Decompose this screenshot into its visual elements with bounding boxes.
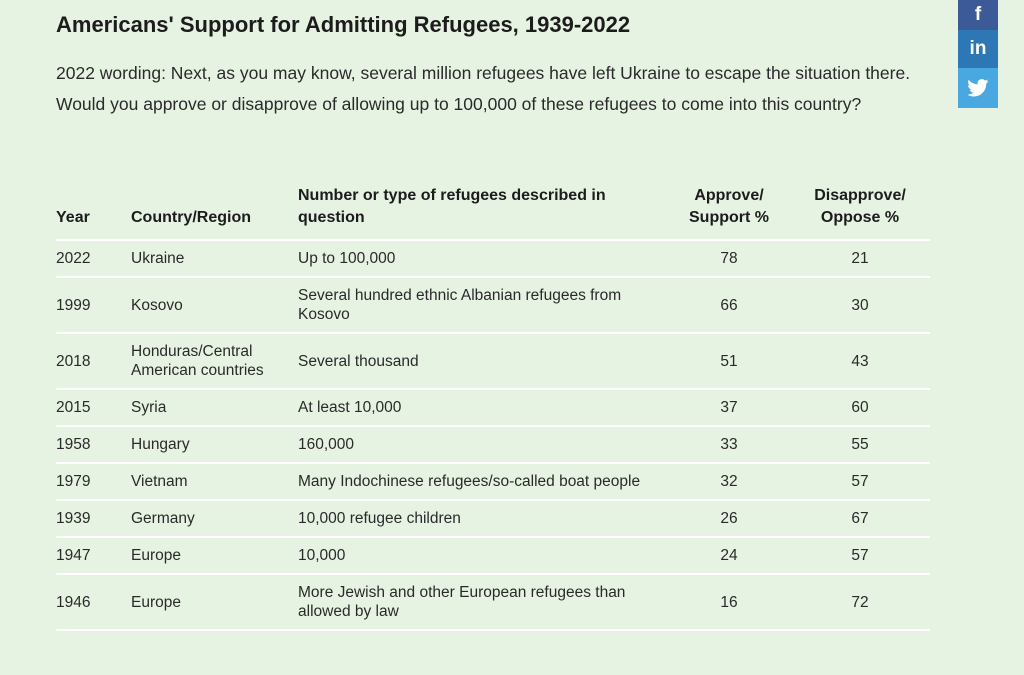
cell-country: Europe	[131, 537, 298, 575]
cell-disapprove: 43	[790, 333, 930, 390]
header-approve-label: Approve/ Support %	[689, 187, 769, 226]
cell-disapprove: 72	[790, 574, 930, 631]
table-row: 1947 Europe 10,000 24 57	[56, 537, 930, 575]
cell-approve: 26	[668, 500, 790, 538]
cell-disapprove: 57	[790, 463, 930, 501]
cell-year: 1979	[56, 463, 131, 501]
table-row: 1958 Hungary 160,000 33 55	[56, 426, 930, 464]
cell-description: Several thousand	[298, 333, 668, 390]
linkedin-share-button[interactable]: in	[958, 30, 998, 68]
cell-description: At least 10,000	[298, 389, 668, 427]
cell-country: Europe	[131, 574, 298, 631]
cell-description: 10,000 refugee children	[298, 500, 668, 538]
header-disapprove-label: Disapprove/ Oppose %	[814, 187, 906, 226]
cell-approve: 66	[668, 277, 790, 334]
page-title: Americans' Support for Admitting Refugee…	[56, 12, 631, 37]
cell-description: Up to 100,000	[298, 240, 668, 278]
cell-country: Syria	[131, 389, 298, 427]
cell-country: Honduras/Central American countries	[131, 333, 298, 390]
cell-disapprove: 30	[790, 277, 930, 334]
table-row: 1939 Germany 10,000 refugee children 26 67	[56, 500, 930, 538]
cell-approve: 51	[668, 333, 790, 390]
refugee-support-table: Year Country/Region Number or type of re…	[56, 185, 930, 631]
cell-disapprove: 67	[790, 500, 930, 538]
twitter-share-button[interactable]	[958, 68, 998, 108]
cell-country: Hungary	[131, 426, 298, 464]
cell-disapprove: 55	[790, 426, 930, 464]
header-year: Year	[56, 185, 131, 241]
cell-year: 1947	[56, 537, 131, 575]
question-wording: 2022 wording: Next, as you may know, sev…	[56, 63, 911, 114]
table-row: 1946 Europe More Jewish and other European…	[56, 574, 930, 631]
cell-approve: 37	[668, 389, 790, 427]
cell-country: Germany	[131, 500, 298, 538]
cell-approve: 24	[668, 537, 790, 575]
cell-disapprove: 60	[790, 389, 930, 427]
cell-description: 10,000	[298, 537, 668, 575]
table-row: 2022 Ukraine Up to 100,000 78 21	[56, 240, 930, 278]
table-header-row: Year Country/Region Number or type of re…	[56, 185, 930, 241]
facebook-icon: f	[974, 4, 982, 25]
header-approve: Approve/ Support %	[668, 185, 790, 241]
header-disapprove: Disapprove/ Oppose %	[790, 185, 930, 241]
cell-approve: 78	[668, 240, 790, 278]
cell-year: 1939	[56, 500, 131, 538]
cell-year: 2018	[56, 333, 131, 390]
cell-disapprove: 57	[790, 537, 930, 575]
social-share-bar: f in	[958, 0, 998, 108]
cell-year: 2015	[56, 389, 131, 427]
cell-approve: 33	[668, 426, 790, 464]
cell-description: Several hundred ethnic Albanian refugees…	[298, 277, 668, 334]
table-row: 2018 Honduras/Central American countries S…	[56, 333, 930, 390]
cell-country: Ukraine	[131, 240, 298, 278]
cell-year: 2022	[56, 240, 131, 278]
cell-country: Kosovo	[131, 277, 298, 334]
cell-year: 1946	[56, 574, 131, 631]
cell-approve: 32	[668, 463, 790, 501]
cell-description: More Jewish and other European refugees …	[298, 574, 668, 631]
table-row: 2015 Syria At least 10,000 37 60	[56, 389, 930, 427]
cell-year: 1958	[56, 426, 131, 464]
cell-description: Many Indochinese refugees/so-called boat…	[298, 463, 668, 501]
table-row: 1979 Vietnam Many Indochinese refugees/so-…	[56, 463, 930, 501]
cell-description: 160,000	[298, 426, 668, 464]
cell-country: Vietnam	[131, 463, 298, 501]
twitter-icon	[967, 79, 989, 97]
header-country: Country/Region	[131, 185, 298, 241]
linkedin-icon: in	[969, 38, 987, 59]
cell-disapprove: 21	[790, 240, 930, 278]
header-description: Number or type of refugees described in …	[298, 185, 668, 241]
cell-year: 1999	[56, 277, 131, 334]
table-row: 1999 Kosovo Several hundred ethnic Albania…	[56, 277, 930, 334]
cell-approve: 16	[668, 574, 790, 631]
facebook-share-button[interactable]: f	[958, 0, 998, 30]
